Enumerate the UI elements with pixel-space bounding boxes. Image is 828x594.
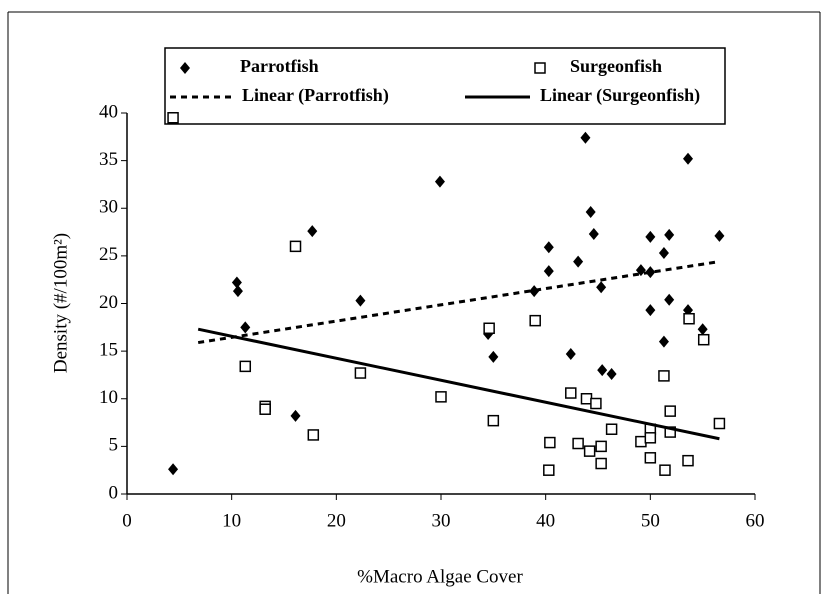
x-tick-label: 50 <box>641 510 660 531</box>
square-point <box>354 367 367 379</box>
diamond-point <box>588 227 599 240</box>
y-tick-label: 25 <box>99 244 118 265</box>
diamond-point <box>488 350 499 363</box>
diamond-point <box>231 276 242 289</box>
square-point <box>658 370 670 382</box>
diamond-point <box>606 367 617 380</box>
x-tick-label: 60 <box>746 510 765 531</box>
diamond-point <box>714 229 725 242</box>
y-axis-label: Density (#/100m²) <box>50 233 71 373</box>
y-tick-label: 5 <box>109 435 119 456</box>
square-point <box>572 437 584 450</box>
square-point <box>659 464 671 476</box>
square-point <box>435 391 447 403</box>
square-point <box>635 435 647 448</box>
y-tick-label: 15 <box>99 339 118 360</box>
x-tick-label: 30 <box>432 510 451 531</box>
diamond-point <box>240 321 251 334</box>
square-point <box>167 112 179 124</box>
diamond-point <box>307 225 318 238</box>
square-point <box>543 464 555 476</box>
diamond-point <box>645 266 656 279</box>
square-point <box>713 417 726 430</box>
square-point <box>259 403 271 415</box>
diamond-point <box>355 294 366 307</box>
square-point <box>289 240 302 253</box>
square-point <box>590 397 602 410</box>
square-point <box>307 429 320 441</box>
diamond-point <box>580 131 591 144</box>
square-point <box>239 360 252 373</box>
y-tick-label: 10 <box>99 387 118 408</box>
legend-box <box>164 47 726 125</box>
x-tick-label: 40 <box>536 510 555 531</box>
diamond-point <box>529 285 540 298</box>
x-tick-label: 10 <box>222 510 241 531</box>
x-tick-label: 0 <box>122 510 132 531</box>
diamond-point <box>596 281 607 294</box>
diamond-point <box>543 241 554 254</box>
diamond-point <box>543 265 554 278</box>
legend-label: Linear (Surgeonfish) <box>540 85 700 106</box>
x-axis-label: %Macro Algae Cover <box>357 566 523 587</box>
diamond-point <box>664 293 675 306</box>
square-point <box>683 312 695 325</box>
square-point <box>483 322 495 335</box>
square-point <box>487 414 500 427</box>
square-point <box>644 432 657 444</box>
legend-label: Linear (Parrotfish) <box>242 85 389 106</box>
square-point <box>529 314 541 327</box>
y-tick-label: 0 <box>109 482 119 503</box>
diamond-point <box>658 335 669 348</box>
diamond-point <box>658 247 669 260</box>
legend-marker <box>534 62 546 74</box>
diamond-point <box>232 285 243 298</box>
y-tick-label: 40 <box>99 101 118 122</box>
diamond-point <box>645 230 656 243</box>
legend-label: Surgeonfish <box>570 56 662 76</box>
diamond-point <box>697 323 708 336</box>
diamond-point <box>565 347 576 360</box>
square-point <box>664 405 676 417</box>
diamond-point <box>168 463 179 476</box>
diamond-point <box>664 228 675 241</box>
diamond-point <box>573 255 584 268</box>
y-tick-label: 30 <box>99 197 118 218</box>
legend-label: Parrotfish <box>240 56 319 76</box>
y-tick-label: 35 <box>99 149 118 170</box>
legend-marker <box>180 62 190 74</box>
square-point <box>544 436 556 449</box>
square-point <box>605 423 618 435</box>
diamond-point <box>290 409 301 422</box>
diamond-point <box>585 206 596 219</box>
square-point <box>595 440 607 453</box>
y-tick-label: 20 <box>99 292 118 313</box>
x-tick-label: 20 <box>327 510 346 531</box>
square-point <box>583 445 596 457</box>
square-point <box>697 333 710 346</box>
square-point <box>644 452 657 464</box>
square-point <box>595 457 607 470</box>
diamond-point <box>597 364 608 377</box>
square-point <box>682 454 694 467</box>
diamond-point <box>645 304 656 317</box>
square-point <box>580 393 593 405</box>
diamond-point <box>434 175 445 188</box>
diamond-point <box>683 152 694 165</box>
square-point <box>565 387 577 399</box>
trend-line <box>197 327 720 441</box>
